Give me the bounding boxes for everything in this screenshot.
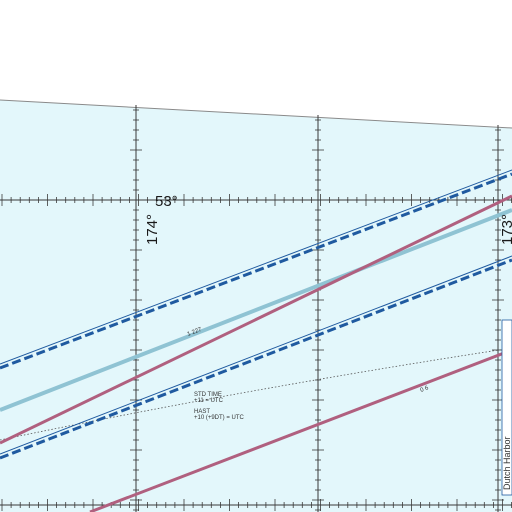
std-time-label: STD TIME	[194, 392, 222, 398]
latitude-label-53: 53°	[155, 193, 178, 210]
longitude-label-174: 174°	[144, 214, 161, 245]
airway-light-blue	[0, 208, 512, 412]
water-area	[0, 100, 512, 512]
airway-magenta-lower	[89, 348, 512, 512]
airway-magenta-upper	[0, 194, 512, 445]
chart-boundary-line	[0, 99, 512, 129]
hast-offset-label: +10 (+9DT) = UTC	[194, 415, 245, 421]
std-offset-label: +11 = UTC	[194, 398, 224, 404]
hast-label: HAST	[194, 409, 210, 415]
time-zone-boundary	[0, 347, 512, 441]
airway-dashed-lower	[0, 255, 512, 460]
graticule	[0, 105, 512, 512]
airway-dashed-upper	[0, 169, 512, 370]
edge-note-box: Dutch Harbor	[501, 319, 512, 496]
edge-note-text: Dutch Harbor	[502, 436, 512, 490]
route-label-light: 1 227	[187, 327, 204, 338]
route-label-magenta: 0 6	[420, 385, 431, 394]
longitude-label-173: 173°	[499, 214, 512, 245]
